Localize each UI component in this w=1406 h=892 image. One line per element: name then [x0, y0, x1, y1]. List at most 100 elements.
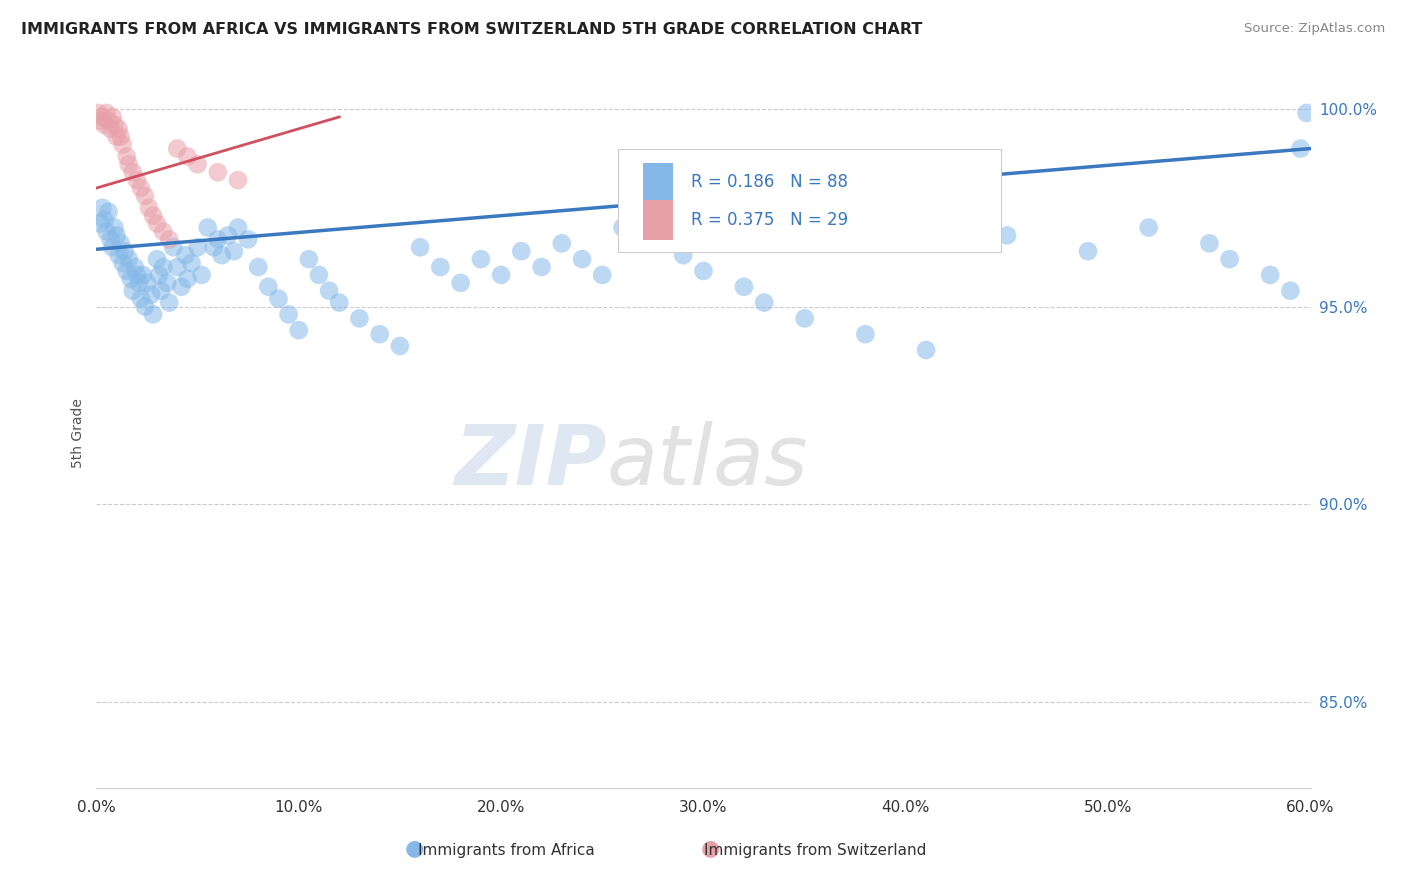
Point	[114, 244, 136, 259]
Point	[180, 256, 202, 270]
Point	[129, 292, 152, 306]
Point	[150, 284, 173, 298]
Point	[450, 276, 472, 290]
Point	[217, 228, 239, 243]
Point	[103, 118, 125, 132]
Point	[733, 280, 755, 294]
Point	[146, 217, 169, 231]
Point	[207, 232, 229, 246]
Point	[134, 300, 156, 314]
Point	[207, 165, 229, 179]
Point	[211, 248, 233, 262]
Point	[267, 292, 290, 306]
Point	[298, 252, 321, 267]
Point	[101, 110, 124, 124]
Point	[853, 327, 876, 342]
Point	[1258, 268, 1281, 282]
Point	[87, 106, 110, 120]
Point	[571, 252, 593, 267]
Point	[388, 339, 411, 353]
Point	[236, 232, 259, 246]
Point	[308, 268, 330, 282]
Point	[277, 308, 299, 322]
Point	[148, 268, 170, 282]
Point	[110, 129, 132, 144]
Point	[287, 323, 309, 337]
Point	[995, 228, 1018, 243]
Point	[89, 217, 111, 231]
Point	[115, 264, 138, 278]
Point	[142, 308, 165, 322]
Point	[429, 260, 451, 274]
Point	[631, 232, 654, 246]
Point	[591, 268, 613, 282]
Text: ZIP: ZIP	[454, 421, 606, 502]
Point	[368, 327, 391, 342]
Point	[190, 268, 212, 282]
Point	[115, 149, 138, 163]
Text: R = 0.186   N = 88: R = 0.186 N = 88	[692, 173, 848, 191]
Point	[91, 110, 114, 124]
Bar	[643, 201, 673, 240]
Point	[111, 256, 134, 270]
Point	[176, 272, 198, 286]
Point	[107, 248, 129, 262]
Point	[105, 228, 128, 243]
Point	[318, 284, 340, 298]
Point	[138, 201, 160, 215]
Point	[222, 244, 245, 259]
Point	[124, 260, 146, 274]
Point	[129, 181, 152, 195]
Point	[793, 311, 815, 326]
Point	[170, 280, 193, 294]
Point	[1289, 142, 1312, 156]
Point	[612, 220, 634, 235]
Point	[136, 276, 159, 290]
Point	[247, 260, 270, 274]
Point	[1198, 236, 1220, 251]
Point	[157, 232, 180, 246]
Point	[156, 276, 179, 290]
Point	[152, 260, 174, 274]
Point	[121, 284, 143, 298]
Point	[121, 165, 143, 179]
Point	[100, 121, 122, 136]
Point	[110, 236, 132, 251]
Point	[1137, 220, 1160, 235]
Point	[93, 212, 115, 227]
Point	[1077, 244, 1099, 259]
Point	[551, 236, 574, 251]
Point	[672, 248, 695, 262]
Text: Immigrants from Switzerland: Immigrants from Switzerland	[704, 843, 927, 858]
Point	[120, 272, 142, 286]
Point	[101, 240, 124, 254]
Point	[152, 225, 174, 239]
Point	[186, 240, 208, 254]
Point	[349, 311, 371, 326]
Point	[118, 252, 141, 267]
Point	[118, 157, 141, 171]
Point	[125, 173, 148, 187]
Point	[103, 220, 125, 235]
Point	[489, 268, 512, 282]
Point	[166, 260, 188, 274]
Point	[197, 220, 219, 235]
Point	[97, 204, 120, 219]
Point	[692, 264, 714, 278]
Point	[111, 137, 134, 152]
Text: ●: ●	[700, 838, 720, 858]
Point	[166, 142, 188, 156]
Point	[1219, 252, 1241, 267]
Point	[157, 295, 180, 310]
Text: Source: ZipAtlas.com: Source: ZipAtlas.com	[1244, 22, 1385, 36]
Point	[257, 280, 280, 294]
Text: Immigrants from Africa: Immigrants from Africa	[418, 843, 595, 858]
Point	[754, 295, 776, 310]
Text: atlas: atlas	[606, 421, 808, 502]
Point	[176, 149, 198, 163]
Point	[128, 276, 150, 290]
FancyBboxPatch shape	[619, 149, 1001, 252]
Point	[174, 248, 197, 262]
Point	[146, 252, 169, 267]
Point	[328, 295, 350, 310]
